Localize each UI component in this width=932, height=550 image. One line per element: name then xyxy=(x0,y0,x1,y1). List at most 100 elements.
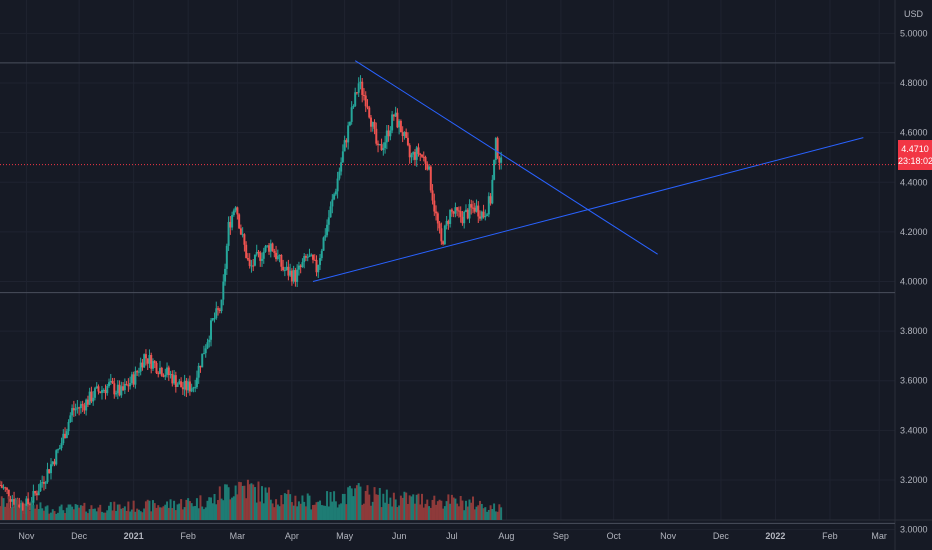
candle-body xyxy=(148,354,151,364)
candle-body xyxy=(317,264,320,273)
volume-bar xyxy=(144,501,147,520)
candle-body xyxy=(187,381,190,391)
candle-body xyxy=(222,281,225,300)
candle-body xyxy=(225,245,228,269)
volume-bar xyxy=(78,507,81,520)
candle-body xyxy=(287,266,290,276)
volume-bar xyxy=(252,484,255,520)
volume-bar xyxy=(208,497,211,520)
volume-bar xyxy=(79,505,82,520)
volume-bar xyxy=(471,496,474,520)
candle-body xyxy=(74,408,77,411)
volume-bar xyxy=(141,512,144,520)
volume-bar xyxy=(48,513,51,520)
candle-body xyxy=(245,244,248,258)
volume-bar xyxy=(109,502,112,520)
volume-bar xyxy=(473,509,476,520)
candle-body xyxy=(11,499,14,502)
volume-bar xyxy=(275,499,278,520)
candle-body xyxy=(327,217,330,225)
candle-body xyxy=(123,383,126,391)
volume-bar xyxy=(410,496,413,520)
candle-body xyxy=(220,299,223,311)
candle-body xyxy=(389,130,392,137)
volume-bar xyxy=(421,493,424,520)
volume-bar xyxy=(271,503,274,520)
candle-body xyxy=(449,209,452,224)
candle-body xyxy=(13,499,16,505)
volume-bar xyxy=(417,493,420,520)
volume-bar xyxy=(0,506,1,520)
candle-body xyxy=(164,374,167,377)
volume-bar xyxy=(317,501,320,520)
candle-body xyxy=(410,154,413,158)
candle-body xyxy=(282,266,285,271)
candle-body xyxy=(100,390,103,393)
candle-body xyxy=(361,81,364,95)
volume-bar xyxy=(405,492,408,520)
volume-bar xyxy=(311,504,314,520)
candle-body xyxy=(151,361,154,369)
volume-bar xyxy=(21,510,24,520)
volume-bar xyxy=(162,506,165,520)
candle-body xyxy=(72,408,75,411)
volume-bar xyxy=(118,504,121,520)
volume-bar xyxy=(32,505,35,520)
candle-body xyxy=(0,484,1,486)
volume-bar xyxy=(58,506,61,520)
candle-body xyxy=(338,171,341,179)
candle-body xyxy=(60,443,63,449)
volume-bar xyxy=(493,503,496,520)
volume-bar xyxy=(384,502,387,520)
candle-body xyxy=(246,257,249,260)
volume-bar xyxy=(188,501,191,520)
volume-bar xyxy=(259,501,262,520)
volume-bar xyxy=(46,505,49,520)
candle-body xyxy=(276,256,279,259)
volume-bar xyxy=(435,504,438,520)
volume-bar xyxy=(280,495,283,520)
volume-bar xyxy=(153,503,156,520)
candle-body xyxy=(299,265,302,268)
volume-bar xyxy=(368,494,371,520)
candle-body xyxy=(348,121,351,126)
candle-body xyxy=(231,214,234,228)
candle-body xyxy=(146,358,149,364)
volume-bar xyxy=(264,487,267,520)
volume-bar xyxy=(255,502,258,520)
volume-bar xyxy=(347,487,350,520)
candle-body xyxy=(71,408,74,416)
volume-bar xyxy=(155,507,158,520)
volume-bar xyxy=(496,511,499,520)
volume-bar xyxy=(67,504,70,520)
y-tick-label: 4.6000 xyxy=(900,128,928,138)
candle-body xyxy=(271,243,274,251)
candle-body xyxy=(371,121,374,127)
candle-body xyxy=(83,405,86,411)
volume-bar xyxy=(81,505,84,520)
volume-bar xyxy=(269,499,272,520)
y-tick-label: 4.8000 xyxy=(900,78,928,88)
volume-bar xyxy=(319,500,322,520)
candle-body xyxy=(195,377,198,388)
volume-bar xyxy=(480,503,483,520)
x-tick-label: Apr xyxy=(285,531,299,541)
candle-body xyxy=(489,196,492,204)
candle-body xyxy=(41,482,44,484)
volume-bar xyxy=(461,500,464,520)
volume-bar xyxy=(322,505,325,520)
candle-body xyxy=(93,388,96,398)
candle-body xyxy=(248,259,251,266)
candle-body xyxy=(364,95,367,107)
candle-body xyxy=(452,211,455,214)
volume-bar xyxy=(157,505,160,520)
candle-body xyxy=(122,386,125,391)
volume-bar xyxy=(194,505,197,520)
candle-body xyxy=(345,140,348,143)
candle-body xyxy=(127,384,130,387)
volume-bar xyxy=(2,498,5,520)
volume-bar xyxy=(362,503,365,520)
candle-body xyxy=(450,209,453,212)
volume-bar xyxy=(449,503,452,520)
